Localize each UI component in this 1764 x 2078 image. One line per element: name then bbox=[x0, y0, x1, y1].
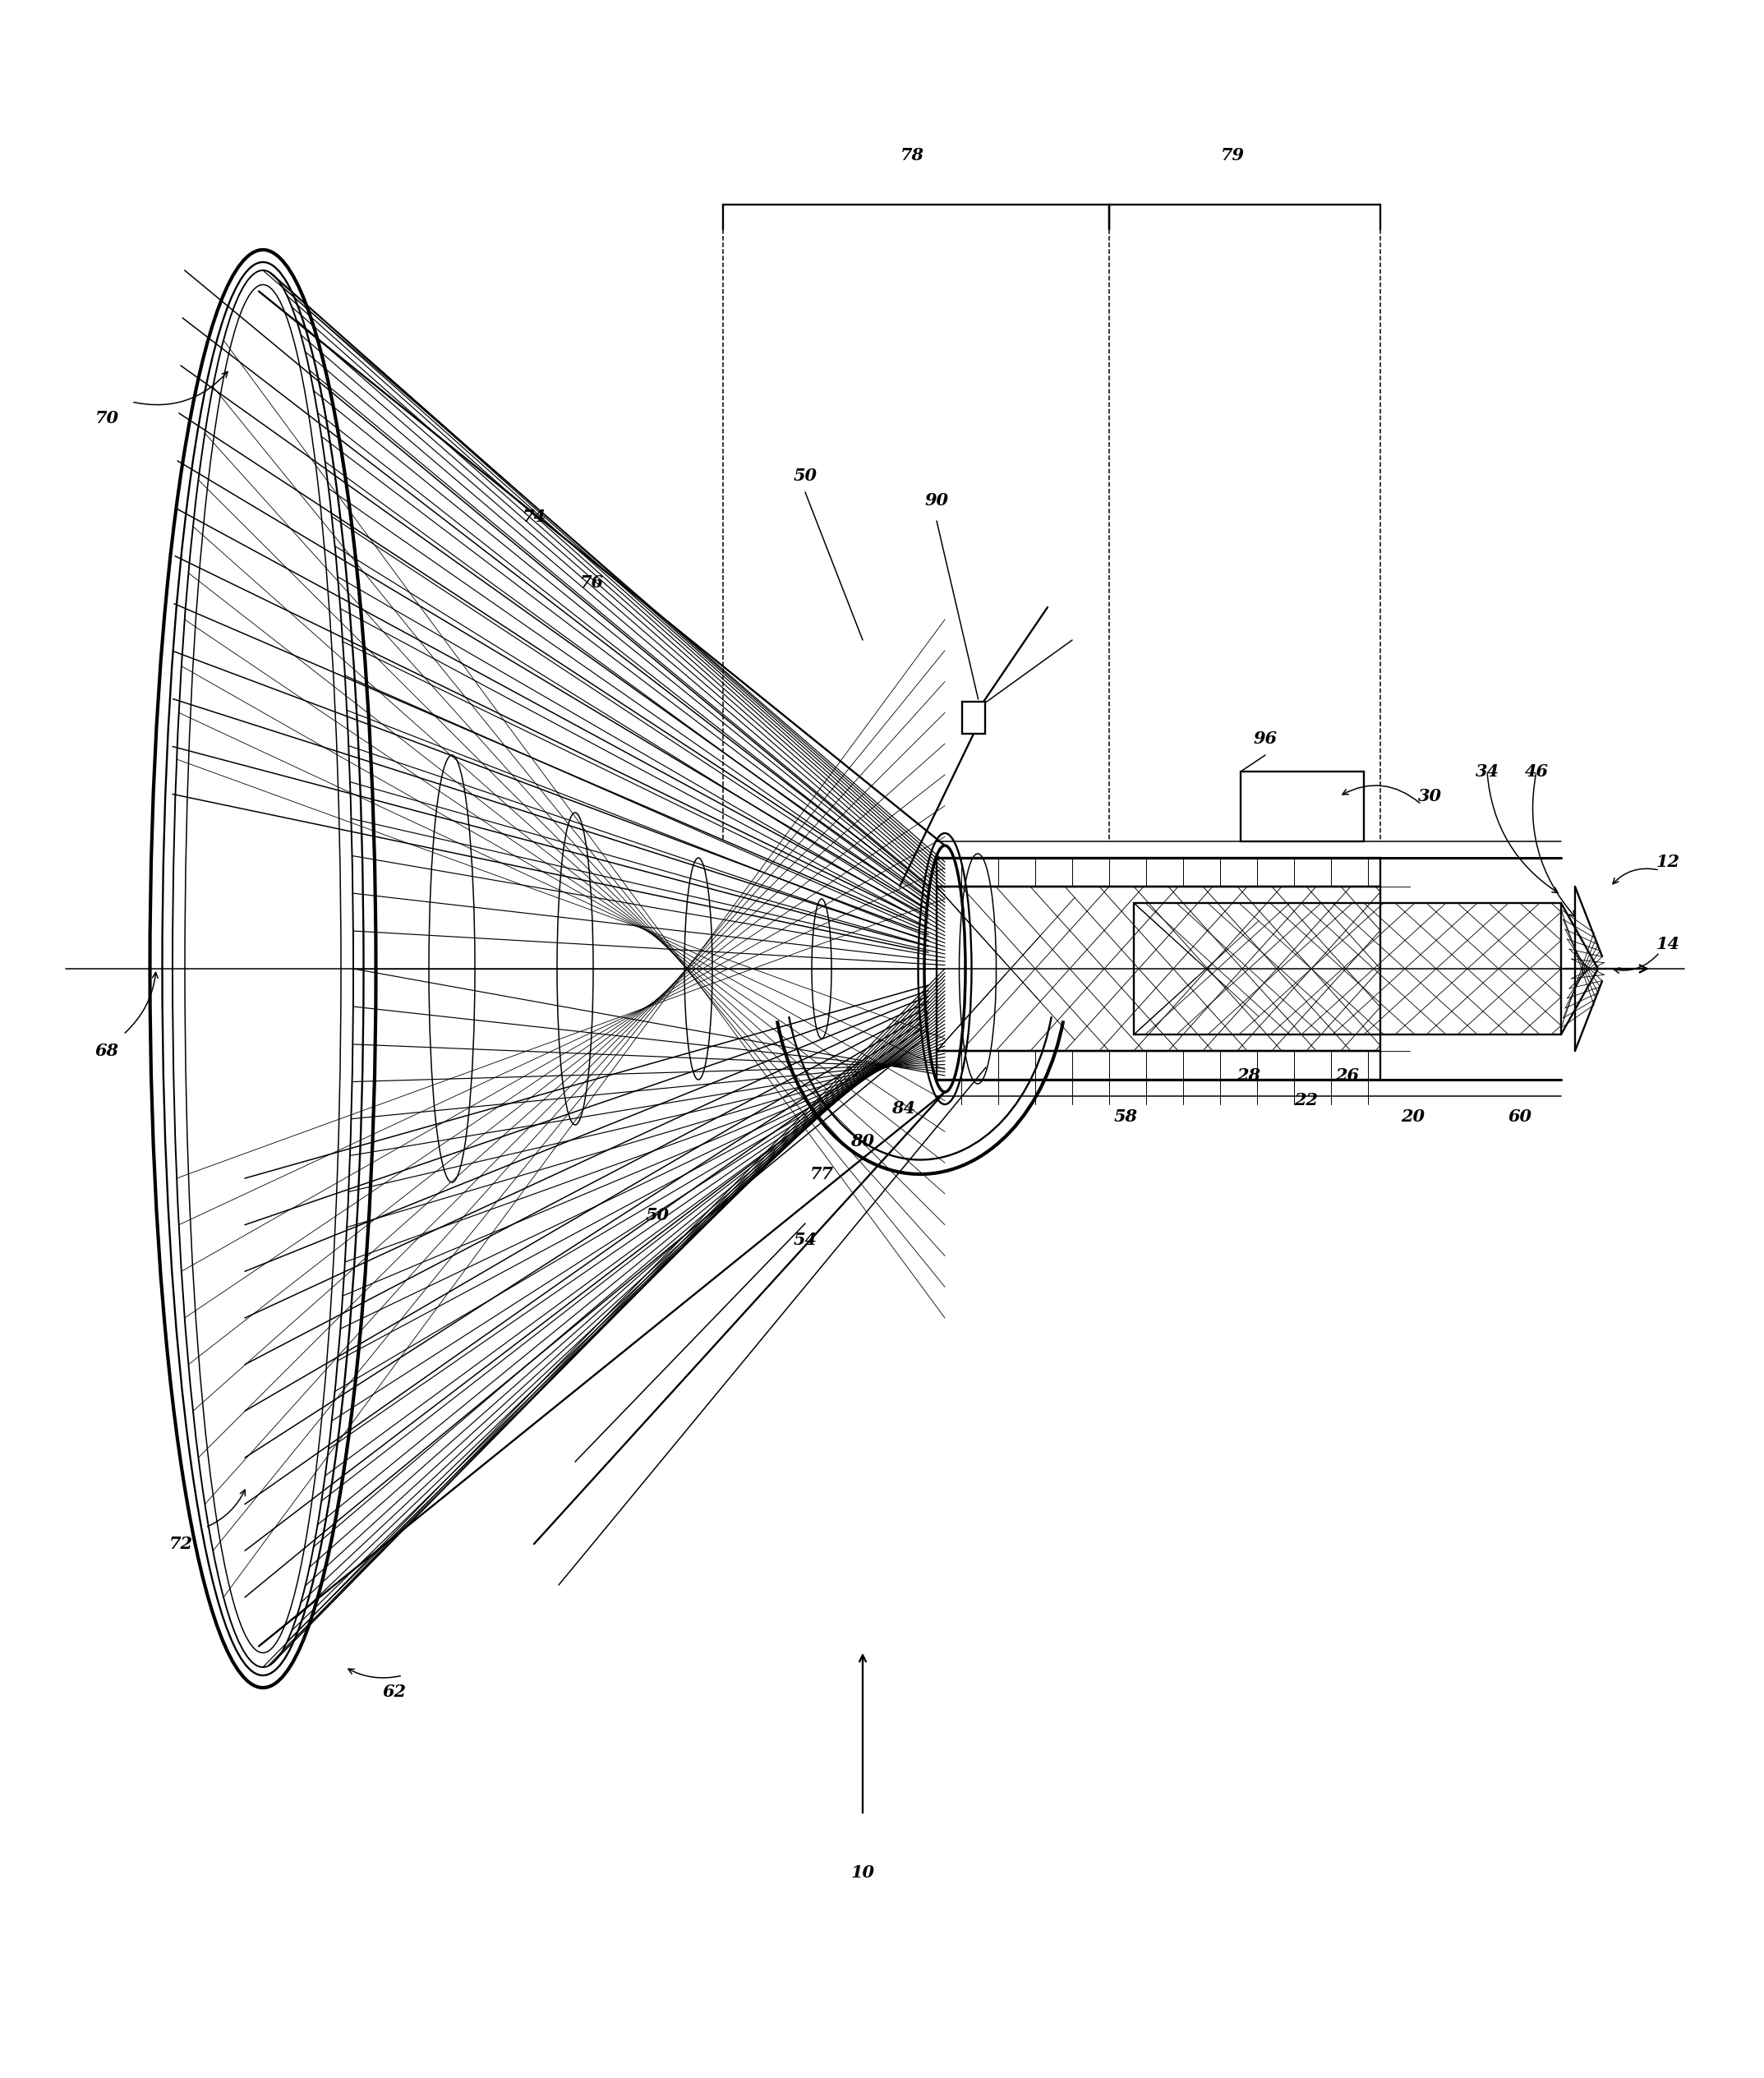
Bar bbox=[937, 1051, 1379, 1081]
Text: 70: 70 bbox=[95, 409, 118, 426]
Text: 74: 74 bbox=[522, 509, 547, 526]
Bar bbox=[961, 702, 984, 734]
Text: 84: 84 bbox=[893, 1099, 916, 1116]
Text: 14: 14 bbox=[1656, 935, 1679, 952]
Text: 10: 10 bbox=[850, 1864, 875, 1881]
Text: 79: 79 bbox=[1221, 148, 1244, 164]
Text: 96: 96 bbox=[1254, 731, 1277, 746]
Text: 28: 28 bbox=[1237, 1068, 1261, 1085]
Text: 80: 80 bbox=[850, 1133, 875, 1149]
Bar bbox=[937, 887, 1379, 1051]
Text: 90: 90 bbox=[924, 492, 949, 509]
Text: 58: 58 bbox=[1113, 1108, 1138, 1124]
Text: 46: 46 bbox=[1524, 763, 1549, 779]
Text: 34: 34 bbox=[1475, 763, 1499, 779]
Text: 76: 76 bbox=[580, 574, 603, 590]
Text: 77: 77 bbox=[810, 1166, 834, 1182]
Text: 20: 20 bbox=[1401, 1108, 1425, 1124]
Text: 60: 60 bbox=[1508, 1108, 1531, 1124]
Text: 50: 50 bbox=[794, 468, 817, 484]
Text: 26: 26 bbox=[1335, 1068, 1360, 1085]
Bar bbox=[1240, 771, 1364, 842]
Text: 50: 50 bbox=[646, 1207, 669, 1224]
Text: 30: 30 bbox=[1418, 788, 1441, 804]
Text: 78: 78 bbox=[900, 148, 924, 164]
Text: 68: 68 bbox=[95, 1043, 118, 1060]
Text: 54: 54 bbox=[794, 1232, 817, 1249]
Bar bbox=[1134, 904, 1561, 1035]
Text: 62: 62 bbox=[383, 1683, 406, 1700]
Bar bbox=[937, 858, 1379, 887]
Text: 72: 72 bbox=[169, 1536, 192, 1552]
Text: 22: 22 bbox=[1295, 1093, 1318, 1108]
Text: 12: 12 bbox=[1656, 854, 1679, 871]
